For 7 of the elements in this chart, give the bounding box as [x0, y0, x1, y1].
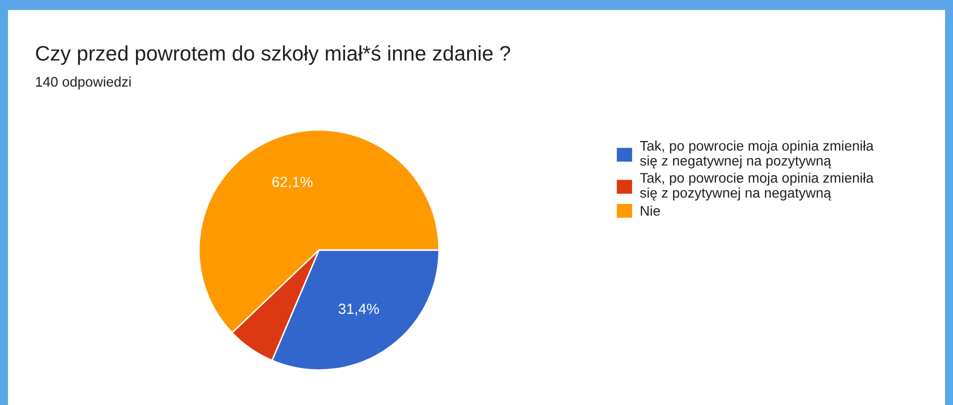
legend-label: Nie — [640, 206, 660, 216]
data-label: 31,4% — [338, 304, 379, 316]
legend-label: Tak, po powrocie moja opinia zmieniła się z pozytywnej na negatywną — [640, 172, 874, 201]
data-label: 62,1% — [272, 176, 312, 189]
text: 140 odpowiedzi — [36, 76, 131, 90]
legend-label: Tak, po powrocie moja opinia zmieniła się z negatywnej na pozytywną — [640, 140, 874, 168]
chart-title: Czy przed powrotem do szkoły miał*ś inne zdanie ? — [36, 45, 510, 65]
